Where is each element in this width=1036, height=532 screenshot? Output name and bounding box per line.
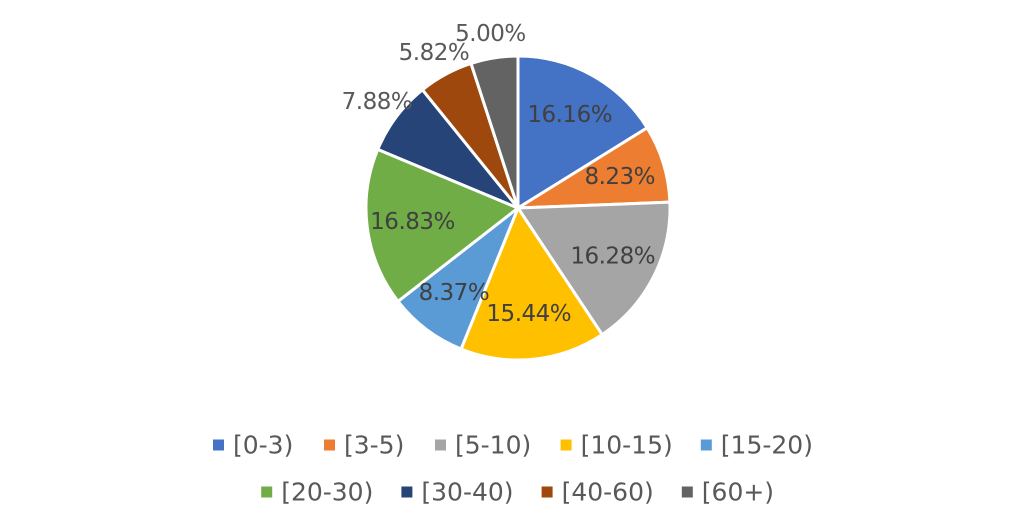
pie-slice-0	[516, 54, 649, 210]
legend-label-2: [5-10)	[455, 431, 531, 460]
legend-label-4: [15-20)	[721, 431, 813, 460]
legend-swatch-5	[261, 486, 273, 498]
pie-data-label-8: 5.00%	[455, 21, 526, 47]
legend-swatch-7	[541, 486, 553, 498]
pie-slice-3	[459, 206, 604, 362]
pie-data-label-0: 16.16%	[527, 102, 612, 128]
pie-data-label-4: 8.37%	[419, 280, 490, 306]
legend-label-3: [10-15)	[581, 431, 673, 460]
legend-label-1: [3-5)	[344, 431, 404, 460]
pie-data-label-3: 15.44%	[486, 301, 571, 327]
pie-data-label-2: 16.28%	[570, 243, 655, 269]
legend-label-0: [0-3)	[233, 431, 293, 460]
pie-data-label-1: 8.23%	[584, 164, 655, 190]
pie-data-label-7: 5.82%	[399, 40, 470, 66]
legend-swatch-6	[401, 486, 413, 498]
legend-swatch-3	[560, 439, 572, 451]
chart-legend: [0-3) [3-5) [5-10) [10-15) [15-20) [20-30) [30…	[213, 431, 813, 507]
pie-slices	[364, 54, 672, 362]
pie-slice-8	[469, 54, 520, 210]
legend-swatch-8	[681, 486, 693, 498]
legend-swatch-4	[700, 439, 712, 451]
legend-label-8: [60+)	[702, 478, 774, 507]
pie-slice-2	[516, 200, 672, 337]
legend-label-5: [20-30)	[281, 478, 373, 507]
legend-label-6: [30-40)	[421, 478, 513, 507]
legend-swatch-1	[324, 439, 335, 451]
legend-swatch-2	[435, 439, 446, 451]
pie-slice-5	[364, 147, 520, 303]
pie-data-labels: 16.16% 8.23% 16.28% 15.44%8.37% 16.83% 7.88% 5…	[342, 21, 656, 327]
legend-label-7: [40-60)	[562, 478, 654, 507]
pie-data-label-6: 7.88%	[342, 89, 413, 115]
legend-swatch-0	[213, 439, 224, 451]
pie-data-label-5: 16.83%	[370, 209, 455, 235]
